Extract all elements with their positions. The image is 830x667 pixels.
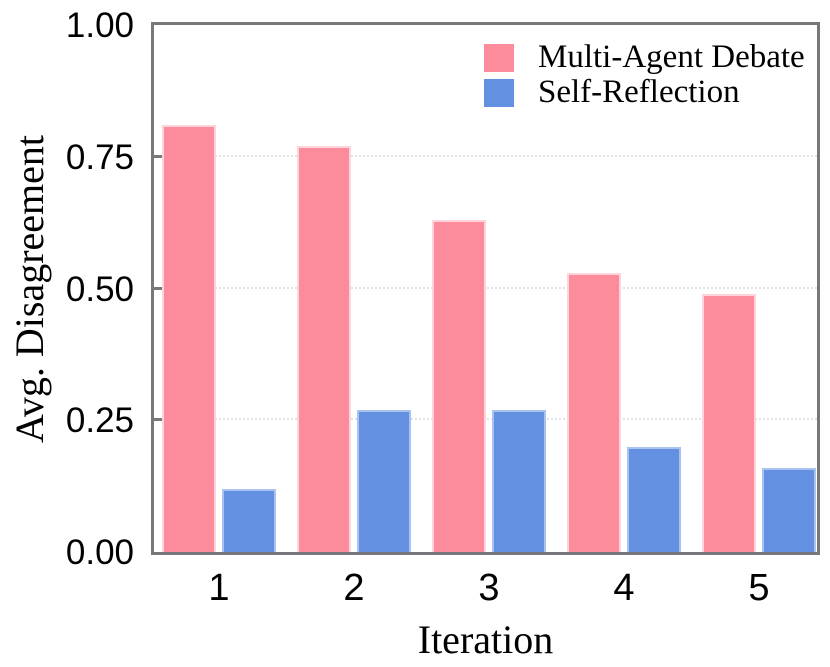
bar-self-reflection-iter-4: [627, 447, 681, 552]
bar-multi-agent-debate-iter-4: [567, 273, 621, 552]
legend-label-multi-agent-debate: Multi-Agent Debate: [538, 39, 805, 75]
x-tick-label-5: 5: [748, 567, 770, 609]
x-tick-label-3: 3: [478, 567, 500, 609]
bar-self-reflection-iter-5: [762, 468, 816, 552]
bar-self-reflection-iter-1: [222, 489, 276, 552]
bar-self-reflection-iter-2: [357, 410, 411, 552]
bar-self-reflection-iter-3: [492, 410, 546, 552]
y-tick-label-1.00: 1.00: [65, 6, 134, 45]
bar-multi-agent-debate-iter-5: [702, 294, 756, 552]
plot-area: Multi-Agent Debate Self-Reflection: [151, 22, 820, 555]
bar-multi-agent-debate-iter-1: [162, 125, 216, 552]
gridline-0.75: [154, 154, 817, 157]
legend-item-multi-agent-debate: Multi-Agent Debate: [484, 39, 805, 75]
y-tick-mark-0.25: [154, 418, 163, 422]
y-tick-label-0.75: 0.75: [65, 138, 134, 177]
y-tick-label-0.25: 0.25: [65, 401, 134, 440]
y-tick-label-0.50: 0.50: [65, 270, 134, 309]
x-tick-label-2: 2: [343, 567, 365, 609]
legend-swatch-self-reflection: [484, 78, 514, 107]
y-tick-mark-0.50: [154, 286, 163, 290]
plot-inner: [154, 25, 817, 552]
y-tick-mark-0.75: [154, 154, 163, 158]
legend-swatch-multi-agent-debate: [484, 43, 514, 72]
bar-multi-agent-debate-iter-3: [432, 220, 486, 552]
x-tick-label-1: 1: [208, 567, 230, 609]
y-tick-label-0.00: 0.00: [65, 533, 134, 572]
legend-label-self-reflection: Self-Reflection: [538, 74, 740, 110]
bar-multi-agent-debate-iter-2: [297, 146, 351, 552]
legend: Multi-Agent Debate Self-Reflection: [484, 39, 805, 110]
x-axis-title: Iteration: [417, 617, 554, 662]
legend-item-self-reflection: Self-Reflection: [484, 74, 805, 110]
x-tick-label-4: 4: [613, 567, 635, 609]
